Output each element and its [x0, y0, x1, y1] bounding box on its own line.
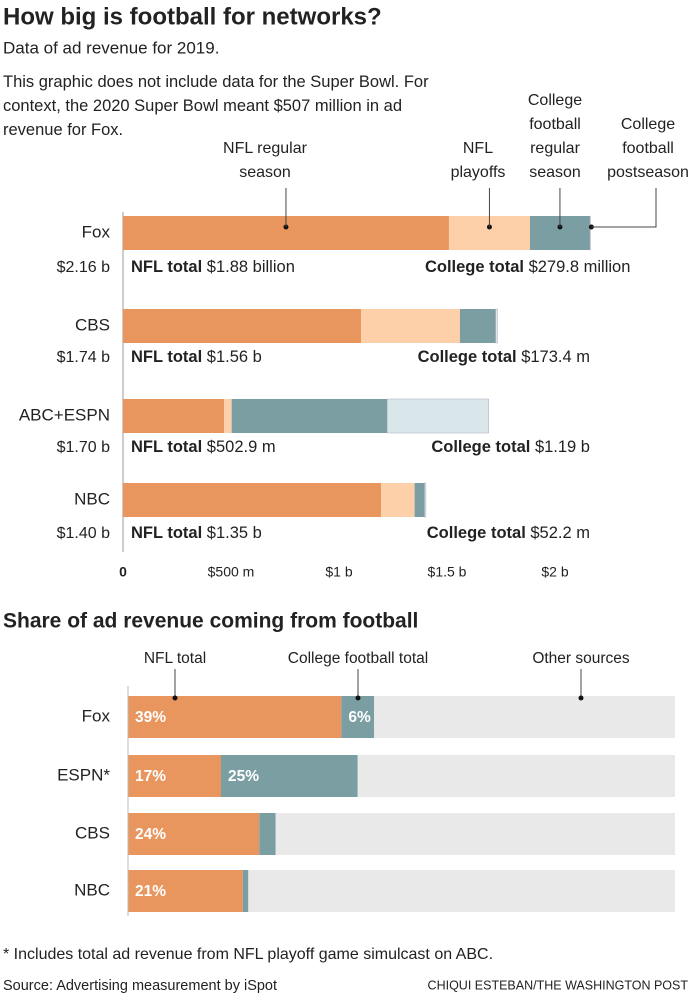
college-total: College total $1.19 b [431, 438, 590, 456]
category-label: CBS [75, 823, 110, 842]
category-label: NBC [74, 489, 110, 508]
x-tick-label: $2 b [541, 564, 568, 580]
legend-label: NFL playoffs [450, 140, 506, 181]
nfl-total-value: $1.35 b [207, 524, 262, 542]
annotation-dot [578, 695, 584, 701]
bar-segment [424, 482, 427, 518]
subtitle: Data of ad revenue for 2019. [3, 38, 219, 57]
bar-segment [242, 870, 249, 912]
footnote: * Includes total ad revenue from NFL pla… [3, 946, 493, 963]
legend-label: NFL regular season [223, 140, 307, 181]
value-label: 24% [135, 826, 166, 843]
legend-label: College football regular season [527, 92, 583, 181]
x-tick-label: $1 b [325, 564, 352, 580]
bar-segment [248, 870, 675, 912]
legend-label: Other sources [532, 650, 630, 667]
bar-segment [220, 755, 358, 797]
nfl-total: NFL total $1.35 b [131, 524, 262, 542]
nfl-total-title: NFL total [131, 524, 202, 542]
bar-segment [341, 696, 375, 738]
bar-segment [123, 483, 382, 517]
college-total-title: College total [425, 258, 524, 276]
college-total-value: $279.8 million [529, 258, 631, 276]
college-total: College total $279.8 million [425, 258, 630, 276]
title: How big is football for networks? [3, 3, 382, 30]
bar-segment [374, 696, 675, 738]
bar-segment [275, 813, 675, 855]
value-label: 6% [348, 709, 371, 726]
legend-label: NFL total [144, 650, 206, 667]
category-label: CBS [75, 315, 110, 334]
value-label: 25% [228, 768, 259, 785]
x-tick-label: $1.5 b [428, 564, 467, 580]
credit: CHIQUI ESTEBAN/THE WASHINGTON POST [428, 978, 689, 992]
college-total-title: College total [418, 348, 517, 366]
legend-label: College football postseason [607, 116, 689, 181]
bar-segment [123, 399, 225, 433]
category-label: ESPN* [57, 765, 110, 784]
bar-segment [224, 399, 232, 433]
bar-segment [128, 813, 260, 855]
bar-segment [128, 696, 342, 738]
nfl-total: NFL total $1.88 billion [131, 258, 295, 276]
leader-line [591, 188, 657, 228]
legend-label: College football total [288, 650, 428, 667]
total-label: $1.74 b [57, 349, 110, 366]
value-label: 39% [135, 709, 166, 726]
bar-segment [128, 755, 221, 797]
total-label: $2.16 b [57, 259, 110, 276]
college-total-title: College total [427, 524, 526, 542]
x-tick-label: $500 m [208, 564, 255, 580]
nfl-total: NFL total $1.56 b [131, 348, 262, 366]
bar-segment [495, 308, 498, 344]
nfl-total-value: $1.88 billion [207, 258, 295, 276]
nfl-total-title: NFL total [131, 438, 202, 456]
college-total-value: $52.2 m [530, 524, 590, 542]
bar-segment [128, 870, 243, 912]
college-total-value: $1.19 b [535, 438, 590, 456]
bar-segment [259, 813, 276, 855]
source: Source: Advertising measurement by iSpot [3, 978, 277, 994]
nfl-total-title: NFL total [131, 258, 202, 276]
bar-segment [386, 398, 489, 434]
college-total: College total $52.2 m [427, 524, 590, 542]
annotation-dot [172, 695, 178, 701]
value-label: 21% [135, 883, 166, 900]
nfl-total-value: $502.9 m [207, 438, 276, 456]
category-label: Fox [82, 222, 111, 241]
bar-segment [231, 399, 388, 433]
college-total-title: College total [431, 438, 530, 456]
bar-segment [361, 309, 460, 343]
total-label: $1.40 b [57, 525, 110, 542]
bar-segment [123, 309, 362, 343]
x-tick-label: 0 [119, 564, 127, 580]
bar-segment [357, 755, 675, 797]
nfl-total: NFL total $502.9 m [131, 438, 276, 456]
nfl-total-title: NFL total [131, 348, 202, 366]
category-label: NBC [74, 880, 110, 899]
annotation-dot [355, 695, 361, 701]
college-total-value: $173.4 m [521, 348, 590, 366]
bar-segment [381, 483, 415, 517]
total-label: $1.70 b [57, 439, 110, 456]
value-label: 17% [135, 768, 166, 785]
chart-title: Share of ad revenue coming from football [3, 610, 418, 633]
category-label: ABC+ESPN [19, 405, 110, 424]
note: This graphic does not include data for t… [3, 73, 429, 139]
bar-segment [459, 309, 496, 343]
category-label: Fox [82, 706, 111, 725]
nfl-total-value: $1.56 b [207, 348, 262, 366]
college-total: College total $173.4 m [418, 348, 590, 366]
bar-segment [414, 483, 425, 517]
